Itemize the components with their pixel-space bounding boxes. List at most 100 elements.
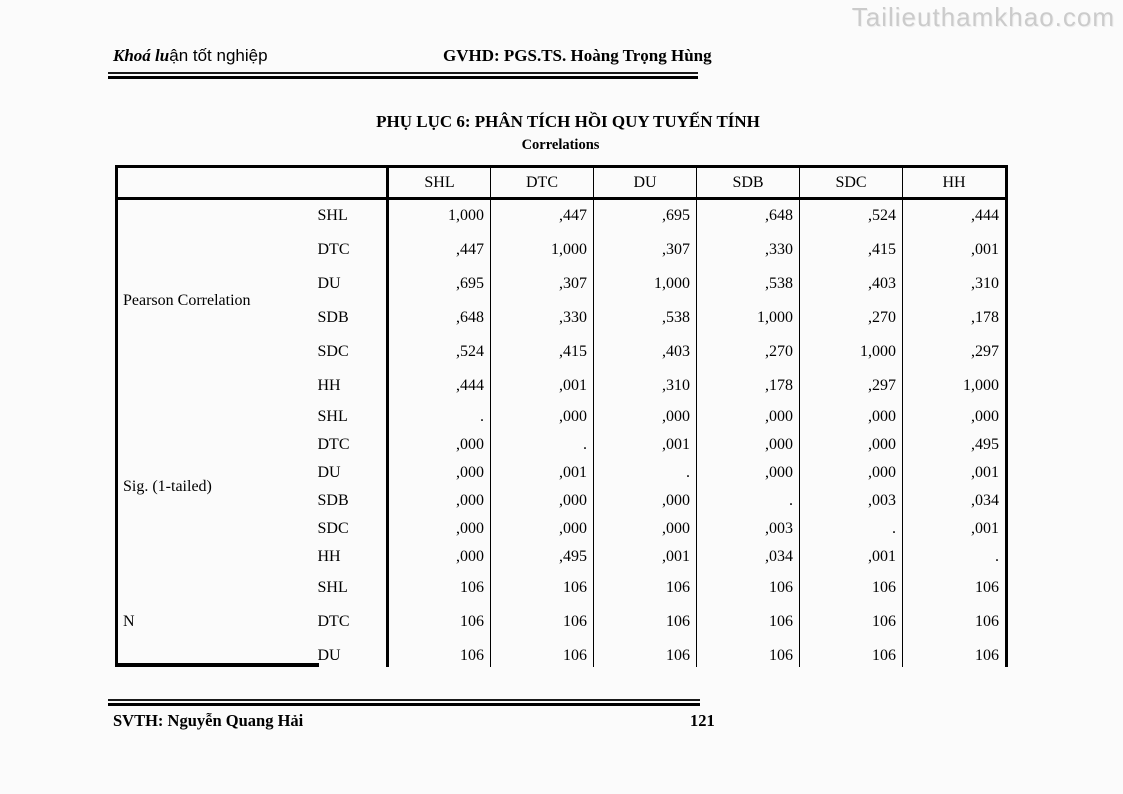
table-title: Correlations	[521, 137, 600, 153]
table-row: DTC 106 106 106 106 106 106	[117, 604, 1008, 639]
cell-value: ,415	[799, 232, 903, 267]
variable-label: DTC	[311, 430, 389, 459]
column-header: SHL	[387, 165, 491, 200]
cell-value: ,000	[387, 514, 491, 543]
cell-value: ,001	[490, 368, 594, 403]
variable-label: SDC	[311, 334, 389, 369]
cell-value: 106	[799, 570, 903, 605]
cell-value: ,447	[387, 232, 491, 267]
column-header: DTC	[490, 165, 594, 200]
cell-value: 106	[696, 604, 800, 639]
table-corner-cell	[115, 165, 389, 200]
cell-value: ,444	[387, 368, 491, 403]
cell-value: 1,000	[387, 198, 491, 233]
variable-label: SDC	[311, 514, 389, 543]
variable-label: SDB	[311, 486, 389, 515]
cell-value: ,001	[593, 430, 697, 459]
cell-value: ,648	[696, 198, 800, 233]
cell-value: 106	[490, 604, 594, 639]
cell-value: .	[387, 402, 491, 431]
cell-value: ,310	[593, 368, 697, 403]
cell-value: .	[902, 542, 1008, 571]
cell-value: 106	[387, 638, 491, 667]
cell-value: ,000	[593, 402, 697, 431]
cell-value: ,000	[902, 402, 1008, 431]
cell-value: ,000	[387, 430, 491, 459]
cell-value: 106	[902, 604, 1008, 639]
row-group-label: N	[115, 570, 312, 667]
cell-value: ,001	[593, 542, 697, 571]
cell-value: 106	[902, 638, 1008, 667]
table-row: DTC ,447 1,000,307,330,415,001	[117, 232, 1008, 267]
cell-value: ,695	[387, 266, 491, 301]
page-title: PHỤ LỤC 6: PHÂN TÍCH HỒI QUY TUYẾN TÍNH	[376, 112, 760, 131]
cell-value: ,000	[696, 430, 800, 459]
table-row: SDB ,000,000,000. ,003,034	[117, 486, 1008, 515]
variable-label: DU	[311, 638, 389, 667]
cell-value: ,270	[799, 300, 903, 335]
cell-value: ,000	[696, 458, 800, 487]
cell-value: ,000	[387, 486, 491, 515]
cell-value: 106	[902, 570, 1008, 605]
table-row: Sig. (1-tailed) SHL. ,000,000,000,000,000	[115, 402, 1008, 571]
footer-rule	[108, 699, 700, 706]
cell-value: ,415	[490, 334, 594, 369]
cell-value: ,444	[902, 198, 1008, 233]
variable-label: HH	[311, 368, 389, 403]
table-row: HH ,444,001,310,178,297 1,000	[117, 368, 1008, 403]
header-thesis-label-rest: ận tốt nghiệp	[169, 46, 268, 65]
footer-author: SVTH: Nguyễn Quang Hải	[113, 711, 304, 730]
cell-value: ,001	[799, 542, 903, 571]
row-group-label: Pearson Correlation	[115, 198, 312, 403]
cell-value: 106	[799, 638, 903, 667]
correlations-table-body: Pearson Correlation SHL 1,000,447,695,648,…	[115, 198, 1008, 667]
cell-value: 106	[696, 638, 800, 667]
cell-value: ,000	[387, 542, 491, 571]
cell-value: ,178	[696, 368, 800, 403]
cell-value: 1,000	[490, 232, 594, 267]
cell-value: ,307	[593, 232, 697, 267]
cell-value: .	[490, 430, 594, 459]
cell-value: 1,000	[902, 368, 1008, 403]
cell-value: ,648	[387, 300, 491, 335]
cell-value: ,003	[799, 486, 903, 515]
variable-label: SDB	[311, 300, 389, 335]
cell-value: ,307	[490, 266, 594, 301]
cell-value: 106	[593, 570, 697, 605]
watermark: Tailieuthamkhao.com	[851, 2, 1115, 32]
cell-value: ,000	[593, 514, 697, 543]
column-header: SDC	[799, 165, 903, 200]
variable-label: HH	[311, 542, 389, 571]
header-thesis-label: Khoá luận tốt nghiệp	[113, 46, 268, 66]
header-rule	[108, 72, 698, 79]
cell-value: ,524	[387, 334, 491, 369]
variable-label: DU	[311, 266, 389, 301]
cell-value: .	[696, 486, 800, 515]
cell-value: ,000	[387, 458, 491, 487]
cell-value: 106	[593, 604, 697, 639]
cell-value: .	[593, 458, 697, 487]
table-row: DU ,695,307 1,000,538,403,310	[117, 266, 1008, 301]
cell-value: 106	[387, 604, 491, 639]
cell-value: ,000	[490, 402, 594, 431]
table-bottom-edge	[115, 663, 319, 667]
cell-value: ,001	[490, 458, 594, 487]
cell-value: ,495	[902, 430, 1008, 459]
cell-value: 106	[593, 638, 697, 667]
table-row: SDB ,648,330,538 1,000,270,178	[117, 300, 1008, 335]
column-header: SDB	[696, 165, 800, 200]
cell-value: ,001	[902, 514, 1008, 543]
cell-value: 106	[696, 570, 800, 605]
table-row: Pearson Correlation SHL 1,000,447,695,648,…	[115, 198, 1008, 403]
variable-label: SHL	[311, 570, 389, 605]
variable-label: SHL	[311, 198, 389, 233]
cell-value: ,003	[696, 514, 800, 543]
cell-value: ,001	[902, 232, 1008, 267]
cell-value: ,297	[902, 334, 1008, 369]
table-header-row: SHL DTC DU SDB SDC HH	[115, 165, 1008, 200]
cell-value: ,310	[902, 266, 1008, 301]
cell-value: ,034	[902, 486, 1008, 515]
cell-value: ,000	[799, 430, 903, 459]
cell-value: ,034	[696, 542, 800, 571]
